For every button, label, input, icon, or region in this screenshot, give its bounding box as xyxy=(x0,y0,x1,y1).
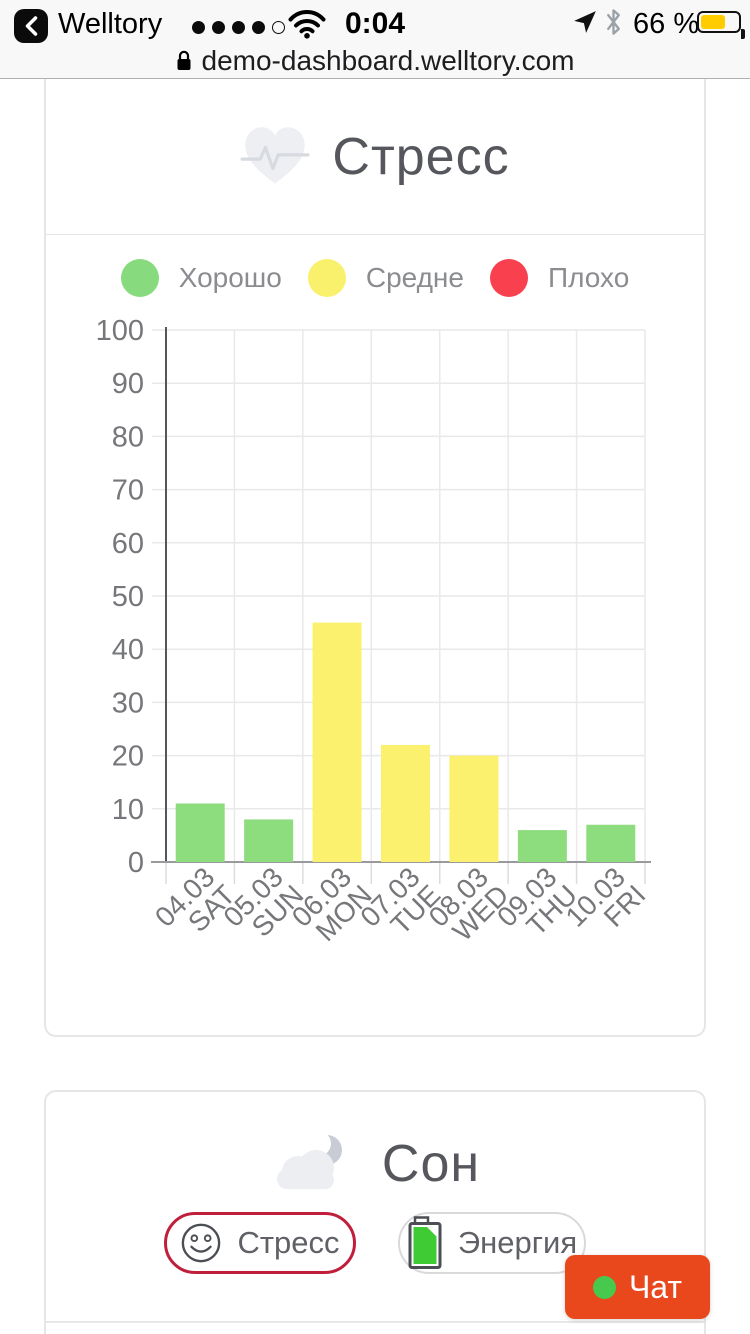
sleep-title: Сон xyxy=(381,1135,481,1193)
back-app-name[interactable]: Welltory xyxy=(58,8,163,40)
legend-item-bad: Плохо xyxy=(489,259,630,297)
energy-toggle-button[interactable]: Энергия xyxy=(398,1212,586,1274)
lock-icon xyxy=(177,50,190,70)
y-axis-tick-label: 70 xyxy=(112,475,144,507)
battery-percent-text: 66 % xyxy=(633,8,700,40)
location-arrow-icon xyxy=(574,11,596,33)
y-axis-tick-label: 20 xyxy=(112,741,144,773)
chat-button-label: Чат xyxy=(628,1268,683,1305)
browser-chrome: Welltory 0:04 66 % demo-dashboard.wel xyxy=(0,0,750,79)
legend-label-good: Хорошо xyxy=(178,262,282,293)
stress-title: Стресс xyxy=(332,127,510,186)
y-axis-tick-label: 90 xyxy=(112,368,144,400)
chat-button[interactable]: Чат xyxy=(565,1255,710,1319)
signal-dot xyxy=(212,21,225,34)
status-time: 0:04 xyxy=(344,7,406,40)
chat-online-dot xyxy=(592,1275,616,1299)
stress-card: Стресс Хорошо Средне Плохо 0 10 20 30 40 50 60… xyxy=(44,79,706,1037)
y-axis-tick-label: 10 xyxy=(112,794,144,826)
y-axis-tick-label: 100 xyxy=(96,315,144,347)
address-bar[interactable]: demo-dashboard.welltory.com xyxy=(0,44,750,78)
battery-status-icon xyxy=(697,11,745,39)
back-to-app-button[interactable] xyxy=(14,9,48,43)
y-axis-tick-label: 40 xyxy=(112,634,144,666)
wifi-icon xyxy=(288,9,326,39)
bar-09.03[interactable] xyxy=(517,830,567,862)
stress-card-header: Стресс xyxy=(46,79,704,235)
url-host-text: demo-dashboard.welltory.com xyxy=(201,45,575,76)
legend-label-medium: Средне xyxy=(365,262,464,293)
chevron-left-icon xyxy=(25,16,37,36)
smiley-icon xyxy=(182,1223,221,1263)
signal-dot xyxy=(252,21,265,34)
legend-dot-good xyxy=(120,259,159,297)
stress-toggle-button[interactable]: Стресс xyxy=(164,1212,356,1274)
sleep-card-header: Сон xyxy=(46,1132,704,1196)
bar-04.03[interactable] xyxy=(175,803,225,862)
stress-chart-section: Хорошо Средне Плохо 0 10 20 30 40 50 60 70 80 90 1… xyxy=(46,237,704,1035)
y-axis-tick-label: 30 xyxy=(112,687,144,719)
chart-legend: Хорошо Средне Плохо xyxy=(46,259,704,297)
stress-toggle-label: Стресс xyxy=(237,1225,340,1260)
battery-nub xyxy=(741,29,745,39)
bluetooth-icon xyxy=(607,9,620,35)
y-axis-tick-label: 80 xyxy=(112,421,144,453)
bar-06.03[interactable] xyxy=(312,622,362,862)
legend-item-medium: Средне xyxy=(307,259,464,297)
heart-pulse-icon xyxy=(240,126,310,184)
battery-fill xyxy=(701,15,725,29)
bar-10.03[interactable] xyxy=(586,824,636,862)
legend-dot-bad xyxy=(489,259,528,297)
legend-dot-medium xyxy=(307,259,346,297)
metric-toggle-row: Стресс Энергия xyxy=(46,1212,704,1274)
stress-bar-chart: 010203040506070809010004.03SAT05.03SUN06… xyxy=(96,315,652,947)
bar-05.03[interactable] xyxy=(244,819,294,862)
legend-item-good: Хорошо xyxy=(120,259,282,297)
signal-dot xyxy=(272,21,285,34)
sleep-card-divider xyxy=(46,1321,704,1323)
cloud-moon-icon xyxy=(276,1132,342,1189)
y-axis-tick-label: 50 xyxy=(112,581,144,613)
signal-dot xyxy=(232,21,245,34)
bar-08.03[interactable] xyxy=(449,755,499,862)
status-bar: Welltory 0:04 66 % xyxy=(0,0,750,44)
legend-label-bad: Плохо xyxy=(547,262,630,293)
battery-icon xyxy=(408,1216,442,1269)
bar-07.03[interactable] xyxy=(381,744,430,862)
signal-dot xyxy=(192,21,205,34)
y-axis-tick-label: 60 xyxy=(112,528,144,560)
energy-toggle-label: Энергия xyxy=(457,1225,578,1260)
y-axis-tick-label: 0 xyxy=(128,847,144,879)
cellular-signal-icon xyxy=(192,21,285,34)
